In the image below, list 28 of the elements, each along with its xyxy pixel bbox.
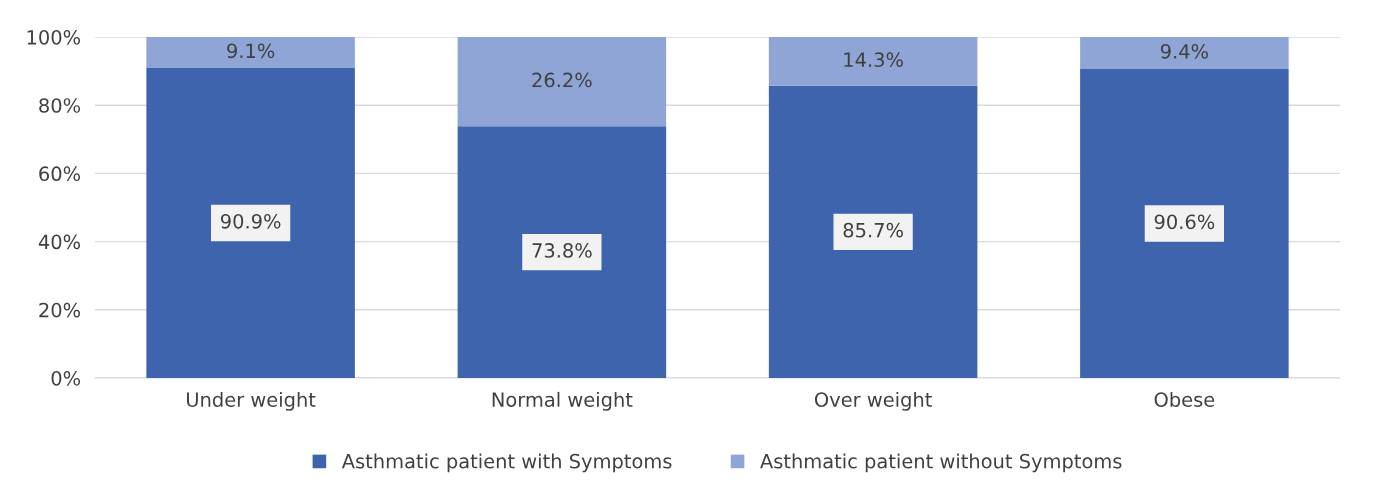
bar [457, 37, 667, 127]
bar [457, 126, 667, 378]
data-label: 85.7% [843, 222, 903, 238]
y-tick-label: 20% [39, 302, 81, 318]
y-tick-label: 40% [38, 234, 81, 250]
legend-label: Asthmatic patient without Symptoms [760, 453, 1122, 473]
y-tick-label: 0% [51, 370, 81, 386]
x-tick-label: Obese [1154, 391, 1215, 407]
data-label: 90.6% [1154, 214, 1215, 230]
y-tick-label: 60% [39, 166, 81, 182]
y-tick-label: 80% [39, 98, 81, 113]
data-label: 73.8% [532, 243, 592, 258]
bar [1080, 69, 1289, 378]
x-tick-label: Over weight [814, 391, 932, 411]
x-tick-label: Normal weight [492, 391, 633, 411]
bar [146, 37, 355, 69]
bar [768, 37, 978, 86]
bar [768, 85, 978, 378]
y-tick-label: 100% [27, 29, 81, 45]
x-tick-label: Under weight [187, 391, 316, 411]
data-label: 14.3% [844, 52, 903, 68]
data-label: 26.2% [532, 72, 592, 88]
data-label: 90.9% [220, 213, 281, 229]
bar [146, 68, 355, 378]
data-label: 9.1% [227, 43, 275, 59]
bar [1080, 37, 1289, 70]
data-label: 9.4% [1160, 43, 1208, 59]
legend-label: Asthmatic patient with Symptoms [341, 453, 672, 473]
